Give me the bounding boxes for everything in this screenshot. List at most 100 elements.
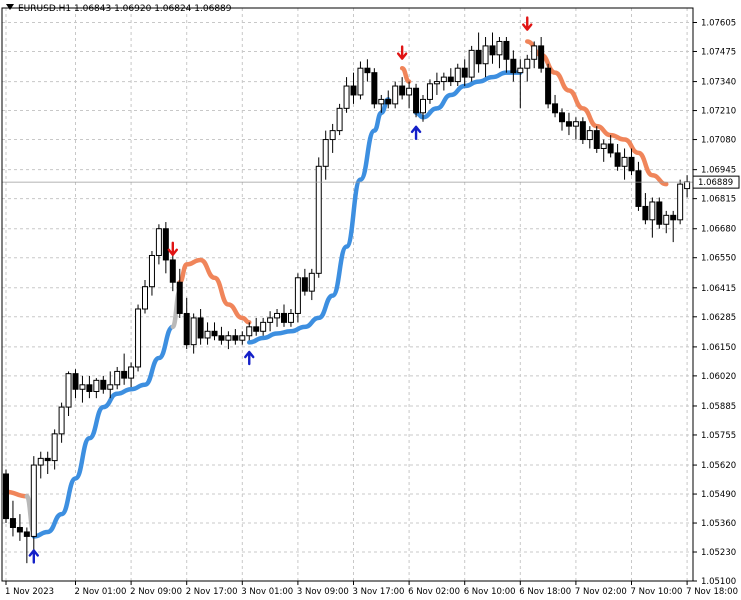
candle-bear: [414, 88, 419, 113]
candle-bear: [560, 113, 565, 122]
candle-bear: [254, 327, 259, 331]
candle-bull: [379, 99, 384, 103]
candle-bull: [601, 144, 606, 148]
y-tick-label: 1.06815: [701, 195, 736, 205]
y-tick-label: 1.06415: [701, 284, 736, 294]
y-tick-label: 1.06150: [701, 343, 736, 353]
candle-bull: [247, 327, 252, 336]
candle-bear: [566, 122, 571, 126]
candle-bull: [344, 86, 349, 108]
candle-bear: [45, 458, 50, 460]
candle-bear: [400, 86, 405, 95]
candle-bear: [10, 519, 15, 528]
candle-bull: [622, 157, 627, 166]
candle-bull: [650, 202, 655, 220]
candle-bear: [170, 260, 175, 282]
candle-bull: [240, 336, 245, 340]
candle-bear: [657, 202, 662, 224]
candle-bull: [664, 215, 669, 224]
candle-bear: [198, 318, 203, 338]
high-value: 1.06920: [114, 4, 151, 14]
candle-bull: [66, 374, 71, 407]
candle-bear: [615, 153, 620, 166]
open-value: 1.06843: [74, 4, 111, 14]
candle-bear: [372, 73, 377, 104]
y-tick-label: 1.07475: [701, 47, 736, 57]
candle-bull: [226, 336, 231, 340]
candle-bull: [525, 59, 530, 68]
x-tick-label: 3 Nov 01:00: [241, 587, 293, 597]
candle-bull: [31, 465, 36, 536]
current-price-label: 1.06889: [698, 178, 733, 188]
candle-bear: [580, 122, 585, 140]
candle-bull: [483, 46, 488, 64]
candle-bull: [421, 99, 426, 112]
candle-bear: [504, 41, 509, 59]
candle-bull: [94, 380, 99, 391]
candle-bear: [629, 157, 634, 170]
candle-bear: [233, 336, 238, 340]
candle-bull: [358, 68, 363, 95]
candle-bear: [219, 336, 224, 340]
candle-bear: [73, 374, 78, 390]
candle-bull: [108, 385, 113, 389]
y-tick-label: 1.05360: [701, 519, 736, 529]
x-tick-label: 2 Nov 09:00: [130, 587, 182, 597]
candle-bear: [553, 104, 558, 113]
x-tick-label: 3 Nov 09:00: [297, 587, 349, 597]
y-tick-label: 1.05100: [701, 577, 736, 587]
candle-bull: [393, 86, 398, 104]
candle-bear: [476, 50, 481, 63]
x-tick-label: 6 Nov 02:00: [408, 587, 460, 597]
low-value: 1.06824: [154, 4, 191, 14]
candle-bear: [608, 144, 613, 153]
candle-bull: [268, 318, 273, 322]
candle-bull: [191, 318, 196, 345]
candle-bear: [163, 229, 168, 260]
candle-bull: [295, 278, 300, 314]
candle-bear: [184, 313, 189, 344]
candle-bull: [149, 255, 154, 286]
candle-bear: [462, 68, 467, 77]
candle-bull: [288, 313, 293, 322]
y-tick-label: 1.06550: [701, 254, 736, 264]
chart-header: EURUSD.H1 1.06843 1.06920 1.06824 1.0688…: [6, 4, 232, 14]
candle-bear: [122, 371, 127, 378]
x-tick-label: 7 Nov 10:00: [631, 587, 683, 597]
candle-bull: [441, 77, 446, 81]
candle-bear: [87, 385, 92, 392]
candle-bear: [351, 86, 356, 95]
dropdown-triangle-icon[interactable]: [6, 4, 14, 10]
candle-bear: [671, 215, 676, 219]
candle-bull: [685, 182, 690, 189]
candle-bull: [136, 309, 141, 367]
candle-bear: [386, 99, 391, 103]
candle-bull: [587, 131, 592, 140]
candle-bull: [52, 434, 57, 461]
candle-bear: [302, 278, 307, 291]
x-tick-label: 7 Nov 02:00: [575, 587, 627, 597]
y-tick-label: 1.07340: [701, 78, 736, 88]
candle-bear: [101, 380, 106, 389]
y-tick-label: 1.06020: [701, 372, 736, 382]
candle-bull: [205, 331, 210, 338]
candle-bull: [261, 322, 266, 331]
candle-bear: [511, 59, 516, 72]
candle-bull: [518, 68, 523, 72]
candle-bull: [337, 108, 342, 130]
y-tick-label: 1.07210: [701, 107, 736, 117]
candle-bull: [275, 313, 280, 317]
candle-bull: [115, 371, 120, 384]
x-tick-label: 2 Nov 01:00: [75, 587, 127, 597]
x-tick-label: 6 Nov 10:00: [464, 587, 516, 597]
y-tick-label: 1.06285: [701, 313, 736, 323]
candle-bull: [469, 50, 474, 77]
candle-bear: [17, 527, 22, 531]
candle-bull: [80, 385, 85, 389]
y-tick-label: 1.05885: [701, 402, 736, 412]
candle-bull: [407, 88, 412, 95]
candle-bull: [573, 122, 578, 126]
candle-bear: [594, 131, 599, 149]
